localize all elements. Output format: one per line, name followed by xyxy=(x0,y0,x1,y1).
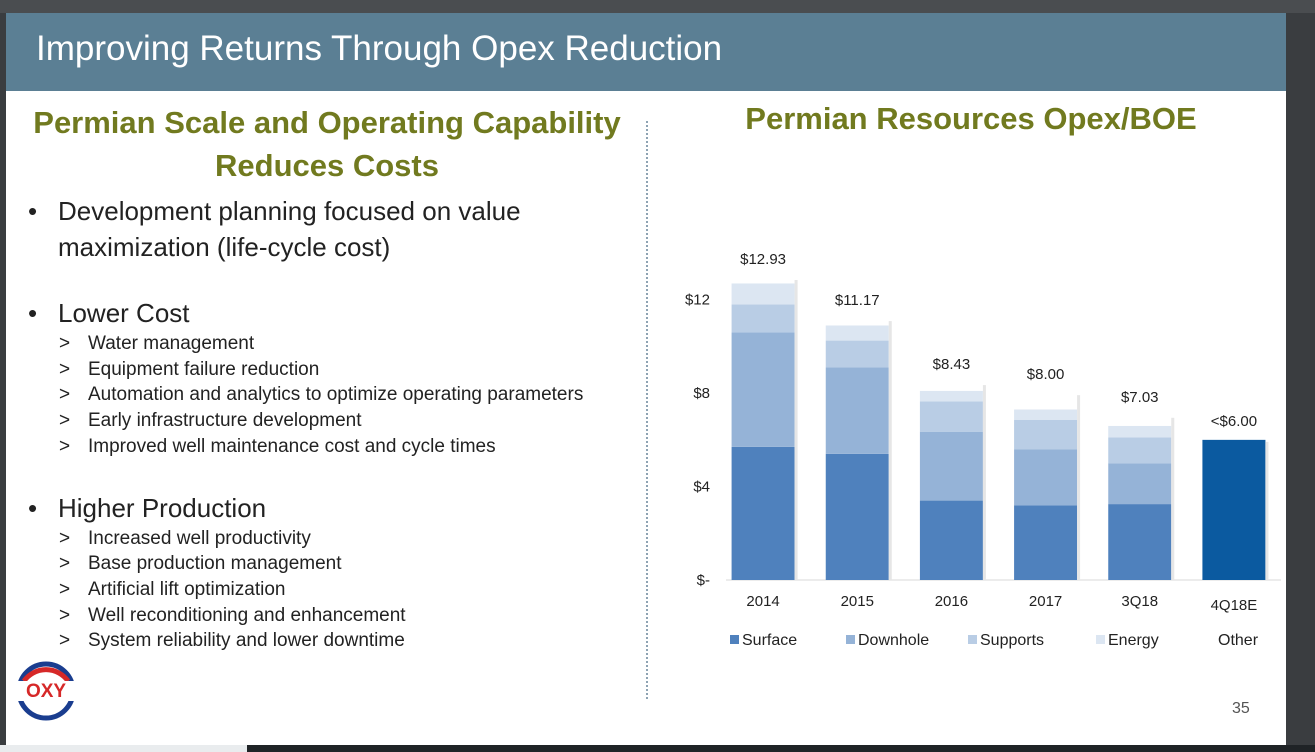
bar-segment-supports xyxy=(1108,437,1172,464)
bar-shadow xyxy=(794,279,798,580)
bullet-item: Development planning focused on value ma… xyxy=(28,193,648,265)
bar-segment-downhole xyxy=(825,367,889,454)
x-tick-label: 2014 xyxy=(746,593,779,610)
bar-shadow xyxy=(1171,417,1175,580)
bar-segment-downhole xyxy=(1108,463,1172,505)
bar-shadow xyxy=(982,385,986,580)
bar-segment-surface xyxy=(731,446,795,580)
bar-shadow xyxy=(888,321,892,580)
bar-segment-energy xyxy=(825,325,889,341)
x-tick-label: 2015 xyxy=(841,593,874,610)
bullet-item: Higher Production xyxy=(28,490,648,526)
bar-segment-supports xyxy=(825,340,889,368)
legend-label: Downhole xyxy=(858,632,929,649)
sub-bullet-item: Improved well maintenance cost and cycle… xyxy=(28,434,648,460)
bar-shadow xyxy=(1077,395,1081,580)
bar-total-label: $11.17 xyxy=(835,292,880,309)
bullet-group: Development planning focused on value ma… xyxy=(28,193,648,265)
y-tick-label: $8 xyxy=(693,385,710,402)
left-heading: Permian Scale and Operating Capability R… xyxy=(33,105,621,183)
x-tick-label: 4Q18E xyxy=(1211,597,1258,614)
sub-bullet-item: Increased well productivity xyxy=(28,526,648,552)
slide-header: Improving Returns Through Opex Reduction xyxy=(6,13,1286,91)
bar-segment-surface xyxy=(1108,504,1172,580)
bar-segment-energy xyxy=(1108,425,1172,438)
bar-segment-other xyxy=(825,319,889,326)
bullet-list: Development planning focused on value ma… xyxy=(28,193,648,654)
y-tick-label: $- xyxy=(697,572,710,589)
chart-heading: Permian Resources Opex/BOE xyxy=(745,101,1197,136)
y-tick-label: $12 xyxy=(685,292,710,309)
y-tick-label: $4 xyxy=(693,479,710,496)
legend-swatch xyxy=(730,635,739,644)
legend-label: Supports xyxy=(980,632,1044,649)
sub-bullet-item: Water management xyxy=(28,331,648,357)
bar-segment-other xyxy=(919,383,983,391)
page-number: 35 xyxy=(1232,700,1250,717)
x-tick-label: 2017 xyxy=(1029,593,1062,610)
sub-bullet-item: Artificial lift optimization xyxy=(28,577,648,603)
bottom-strip xyxy=(0,745,1315,752)
bar-total-label: <$6.00 xyxy=(1211,413,1257,430)
bar-segment-downhole xyxy=(1014,449,1078,506)
slide: Improving Returns Through Opex Reduction… xyxy=(6,13,1286,745)
bar-segment-other xyxy=(1014,393,1078,410)
bar-total-label: $12.93 xyxy=(740,251,786,268)
legend-label: Other xyxy=(1218,632,1259,649)
bar-segment-supports xyxy=(919,401,983,432)
bar-segment-energy xyxy=(731,283,795,305)
bar-segment-surface xyxy=(919,500,983,580)
bar-segment-energy xyxy=(919,390,983,402)
bullet-group: Lower Cost Water management Equipment fa… xyxy=(28,295,648,460)
bar-total-label: $7.03 xyxy=(1121,389,1159,406)
bar-total-label: $8.00 xyxy=(1027,366,1065,383)
bar-segment-surface xyxy=(1014,505,1078,580)
chart-svg: $- $4 $8 $12 $12.93 2014 $11.17 2015 $8.43 2016 $8… xyxy=(685,251,1281,649)
legend-label: Energy xyxy=(1108,632,1159,649)
opex-chart: $- $4 $8 $12 $12.93 2014 $11.17 2015 $8.43 2016 $8… xyxy=(666,233,1286,673)
bar-segment-highlight xyxy=(1202,439,1266,580)
sub-bullet-item: Early infrastructure development xyxy=(28,408,648,434)
logo-text: OXY xyxy=(26,681,66,702)
column-divider xyxy=(646,121,648,699)
x-tick-label: 2016 xyxy=(935,593,968,610)
sub-bullet-item: Equipment failure reduction xyxy=(28,357,648,383)
bar-segment-other xyxy=(731,277,795,284)
sub-bullet-item: System reliability and lower downtime xyxy=(28,628,648,654)
bullet-group: Higher Production Increased well product… xyxy=(28,490,648,655)
bar-segment-supports xyxy=(1014,420,1078,450)
bar-total-label: $8.43 xyxy=(933,356,971,373)
legend-label: Surface xyxy=(742,632,797,649)
sub-bullet-item: Well reconditioning and enhancement xyxy=(28,603,648,629)
bar-segment-downhole xyxy=(919,431,983,501)
bar-segment-supports xyxy=(731,304,795,333)
bullet-item: Lower Cost xyxy=(28,295,648,331)
oxy-logo: OXY xyxy=(14,659,78,723)
legend-swatch xyxy=(968,635,977,644)
x-tick-label: 3Q18 xyxy=(1121,593,1158,610)
legend-swatch xyxy=(846,635,855,644)
bar-segment-surface xyxy=(825,453,889,580)
top-bar xyxy=(0,0,1315,13)
bar-segment-energy xyxy=(1014,409,1078,421)
bar-shadow xyxy=(1265,441,1269,580)
sub-bullet-item: Base production management xyxy=(28,551,648,577)
legend-swatch xyxy=(1096,635,1105,644)
bar-segment-downhole xyxy=(731,332,795,447)
bar-segment-other xyxy=(1108,415,1172,426)
slide-title: Improving Returns Through Opex Reduction xyxy=(36,29,723,68)
sub-bullet-item: Automation and analytics to optimize ope… xyxy=(28,382,648,408)
sub-bullet-list: Water management Equipment failure reduc… xyxy=(28,331,648,460)
sub-bullet-list: Increased well productivity Base product… xyxy=(28,526,648,655)
